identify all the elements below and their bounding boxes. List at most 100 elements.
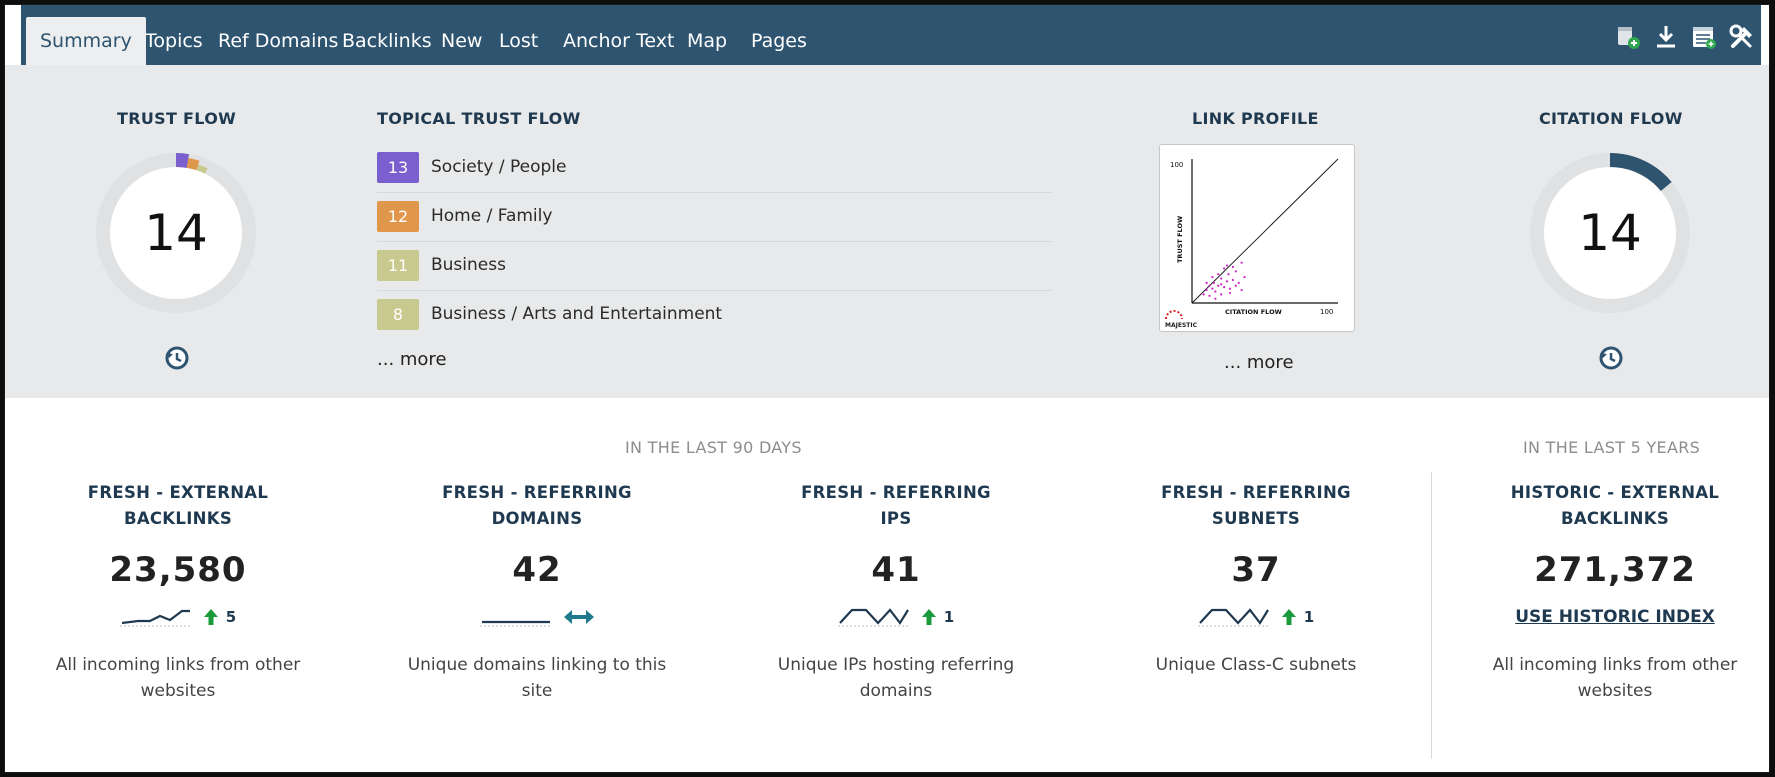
topic-label: Business bbox=[431, 255, 506, 275]
topic-row[interactable]: 8 Business / Arts and Entertainment bbox=[377, 291, 1053, 340]
metric-fresh-ips: FRESH - REFERRING IPS 41 1 Unique IPs hos… bbox=[746, 480, 1046, 704]
metric-title: FRESH - REFERRING DOMAINS bbox=[442, 483, 632, 528]
topic-score-badge: 12 bbox=[377, 201, 419, 232]
trust-flow-value: 14 bbox=[144, 204, 208, 262]
metric-description: Unique IPs hosting referring domains bbox=[777, 655, 1015, 701]
topic-row[interactable]: 12 Home / Family bbox=[377, 193, 1053, 242]
link-profile-point bbox=[1234, 270, 1237, 273]
period-label-90-days: IN THE LAST 90 DAYS bbox=[625, 438, 802, 457]
cf-segment bbox=[1610, 153, 1672, 195]
link-profile-point bbox=[1211, 287, 1214, 290]
link-profile-point bbox=[1228, 287, 1232, 290]
metric-value: 23,580 bbox=[109, 550, 247, 590]
metric-description: All incoming links from other websites bbox=[1492, 655, 1738, 701]
link-profile-point bbox=[1223, 267, 1226, 270]
link-profile-point bbox=[1231, 278, 1234, 282]
tab-anchor-text[interactable]: Anchor Text bbox=[563, 30, 675, 52]
metric-fresh-backlinks: FRESH - EXTERNAL BACKLINKS 23,580 5 All i… bbox=[28, 480, 328, 704]
report-icon[interactable] bbox=[1689, 22, 1719, 52]
up-arrow-icon bbox=[1281, 609, 1296, 625]
lp-y-label: TRUST FLOW bbox=[1176, 216, 1184, 263]
topic-score-badge: 11 bbox=[377, 250, 419, 281]
link-profile-point bbox=[1240, 261, 1243, 264]
tab-topics[interactable]: Topics bbox=[145, 30, 203, 52]
tab-lost[interactable]: Lost bbox=[499, 30, 539, 52]
metric-trend: USE HISTORIC INDEX bbox=[1465, 602, 1765, 632]
use-historic-index-link[interactable]: USE HISTORIC INDEX bbox=[1515, 607, 1715, 627]
topic-row[interactable]: 13 Society / People bbox=[377, 144, 1053, 193]
topics-more-link[interactable]: ... more bbox=[377, 349, 447, 370]
tab-map[interactable]: Map bbox=[687, 30, 728, 52]
sparkline-icon bbox=[1197, 608, 1270, 627]
history-icon[interactable] bbox=[1598, 345, 1624, 371]
sparkline-icon bbox=[837, 608, 910, 627]
link-profile-heading: LINK PROFILE bbox=[1192, 109, 1319, 128]
link-profile-points bbox=[1202, 261, 1246, 300]
metric-description: Unique Class-C subnets bbox=[1155, 655, 1357, 675]
flow-metrics-panel bbox=[5, 65, 1769, 398]
history-icon[interactable] bbox=[164, 345, 190, 371]
nav-bar: Summary Topics Ref Domains Backlinks New… bbox=[21, 5, 1761, 65]
metric-fresh-domains: FRESH - REFERRING DOMAINS 42 Unique domai… bbox=[387, 480, 687, 704]
citation-flow-gauge: 14 bbox=[1522, 145, 1698, 321]
tab-pages[interactable]: Pages bbox=[751, 30, 807, 52]
link-profile-point bbox=[1214, 297, 1217, 300]
topic-label: Society / People bbox=[431, 157, 567, 177]
sparkline-icon bbox=[480, 620, 552, 627]
tab-new[interactable]: New bbox=[441, 30, 483, 52]
link-profile-more-link[interactable]: ... more bbox=[1224, 352, 1294, 373]
topic-score-badge: 8 bbox=[377, 299, 419, 330]
link-profile-chart[interactable]: 100 100 CITATION FLOW TRUST FLOW MAJESTI… bbox=[1159, 144, 1355, 332]
link-profile-point bbox=[1220, 283, 1223, 286]
link-profile-point bbox=[1227, 273, 1230, 276]
tab-ref-domains[interactable]: Ref Domains bbox=[218, 30, 339, 52]
link-profile-point bbox=[1217, 273, 1220, 276]
topic-score-badge: 13 bbox=[377, 152, 419, 183]
link-profile-point bbox=[1237, 281, 1240, 284]
metric-description: All incoming links from other websites bbox=[55, 655, 301, 701]
add-to-bucket-icon[interactable] bbox=[1613, 22, 1643, 52]
link-profile-point bbox=[1231, 265, 1234, 269]
link-profile-point bbox=[1202, 293, 1205, 296]
link-profile-point bbox=[1217, 284, 1220, 287]
metric-description: Unique domains linking to this site bbox=[407, 655, 667, 701]
no-change-arrow-icon bbox=[564, 610, 594, 624]
metric-value: 41 bbox=[871, 550, 921, 590]
citation-flow-value: 14 bbox=[1578, 204, 1642, 262]
link-profile-point bbox=[1243, 275, 1246, 279]
tab-backlinks[interactable]: Backlinks bbox=[342, 30, 432, 52]
citation-flow-heading: CITATION FLOW bbox=[1539, 109, 1683, 128]
metric-delta: 5 bbox=[203, 608, 236, 626]
link-profile-point bbox=[1228, 291, 1232, 295]
metric-delta: 1 bbox=[1281, 608, 1314, 626]
metric-title: HISTORIC - EXTERNAL BACKLINKS bbox=[1510, 483, 1720, 528]
tab-summary[interactable]: Summary bbox=[26, 17, 146, 65]
link-profile-point bbox=[1240, 288, 1243, 292]
up-arrow-icon bbox=[921, 609, 936, 625]
topic-row[interactable]: 11 Business bbox=[377, 242, 1053, 291]
link-profile-point bbox=[1220, 277, 1223, 280]
link-profile-point bbox=[1208, 284, 1211, 287]
link-profile-point bbox=[1220, 293, 1223, 296]
metric-value: 37 bbox=[1231, 550, 1281, 590]
section-divider bbox=[1431, 472, 1432, 759]
download-icon[interactable] bbox=[1651, 22, 1681, 52]
majestic-logo-icon bbox=[1165, 310, 1183, 320]
link-profile-point bbox=[1205, 281, 1208, 284]
metric-value: 42 bbox=[512, 550, 562, 590]
sparkline-icon bbox=[119, 609, 192, 627]
period-label-5-years: IN THE LAST 5 YEARS bbox=[1523, 438, 1701, 457]
lp-x-max: 100 bbox=[1320, 308, 1333, 316]
metric-title: FRESH - EXTERNAL BACKLINKS bbox=[87, 483, 269, 528]
topic-label: Business / Arts and Entertainment bbox=[431, 304, 723, 324]
link-profile-point bbox=[1225, 264, 1229, 267]
trust-flow-heading: TRUST FLOW bbox=[117, 109, 237, 128]
metric-title: FRESH - REFERRING IPS bbox=[801, 483, 991, 528]
metric-title: FRESH - REFERRING SUBNETS bbox=[1161, 483, 1351, 528]
metric-fresh-subnets: FRESH - REFERRING SUBNETS 37 1 Unique Cla… bbox=[1106, 480, 1406, 678]
topical-trust-flow-heading: TOPICAL TRUST FLOW bbox=[377, 109, 581, 128]
tools-icon[interactable] bbox=[1727, 22, 1757, 52]
link-profile-point bbox=[1205, 288, 1208, 292]
metric-trend: 1 bbox=[746, 602, 1046, 632]
lp-x-label: CITATION FLOW bbox=[1225, 308, 1282, 316]
